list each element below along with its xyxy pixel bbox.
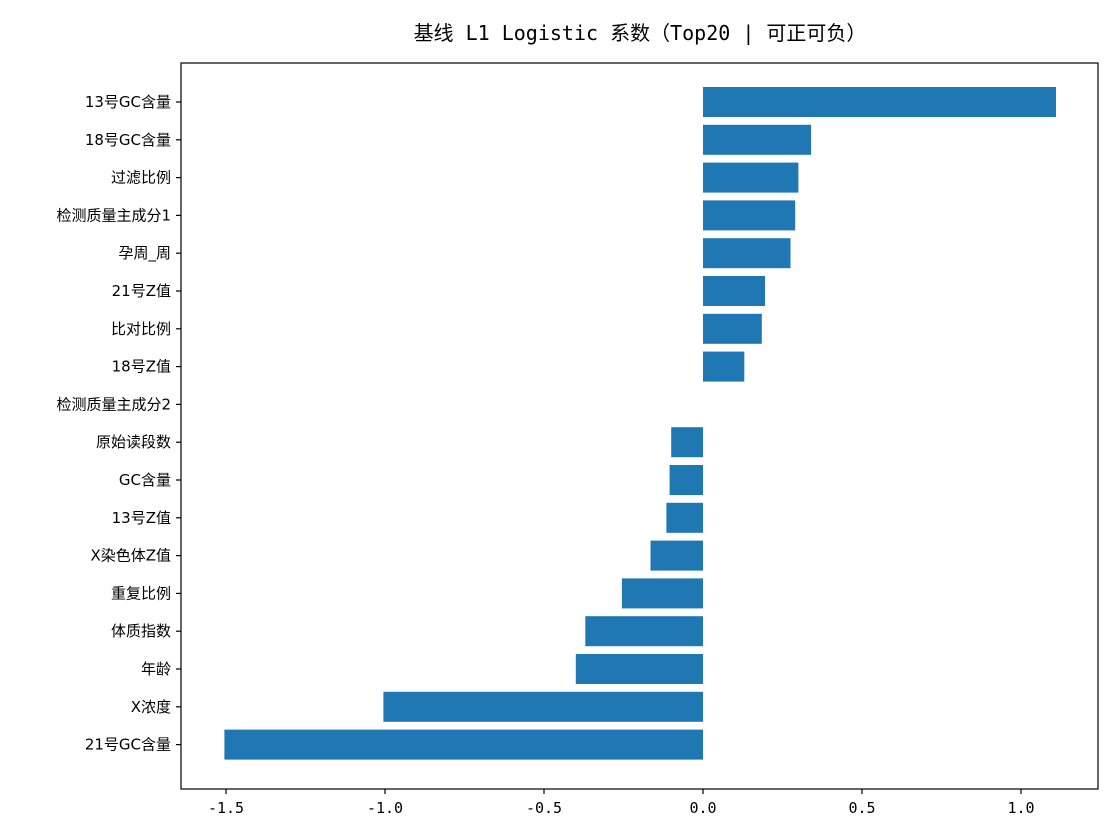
y-tick-label-14: 体质指数	[111, 622, 171, 640]
bar-16	[383, 691, 703, 722]
bar-15	[575, 654, 703, 684]
bar-12	[650, 540, 703, 571]
y-tick-label-6: 比对比例	[111, 320, 171, 338]
bar-9	[671, 427, 703, 458]
bar-7	[703, 351, 745, 382]
y-tick-label-12: X染色体Z值	[90, 547, 171, 565]
y-tick-label-13: 重复比例	[111, 584, 171, 602]
bar-14	[585, 616, 703, 647]
bar-4	[703, 238, 791, 269]
bar-11	[666, 502, 703, 533]
y-tick-label-3: 检测质量主成分1	[56, 206, 171, 224]
y-tick-label-16: X浓度	[131, 698, 171, 716]
y-tick-label-15: 年龄	[141, 660, 171, 678]
y-tick-label-0: 13号GC含量	[85, 93, 171, 111]
x-tick-label-1: -1.0	[367, 799, 403, 817]
x-tick-label-5: 1.0	[1007, 799, 1034, 817]
y-tick-label-8: 检测质量主成分2	[56, 395, 171, 413]
bar-2	[703, 162, 799, 193]
y-tick-label-11: 13号Z值	[112, 509, 171, 527]
x-tick-label-4: 0.5	[848, 799, 875, 817]
y-tick-label-2: 过滤比例	[111, 169, 171, 187]
bar-6	[703, 313, 762, 344]
y-tick-label-17: 21号GC含量	[85, 736, 171, 754]
y-tick-label-7: 18号Z值	[112, 358, 171, 376]
x-axis: -1.5 -1.0 -0.5 0.0 0.5 1.0	[208, 789, 1035, 817]
y-tick-label-10: GC含量	[119, 471, 171, 489]
x-tick-label-0: -1.5	[208, 799, 244, 817]
bar-13	[621, 578, 703, 609]
y-tick-label-1: 18号GC含量	[85, 131, 171, 149]
y-tick-label-5: 21号Z值	[112, 282, 171, 300]
bar-0	[703, 87, 1056, 117]
y-tick-label-9: 原始读段数	[96, 433, 171, 451]
y-tick-label-4: 孕周_周	[118, 244, 171, 263]
bar-10	[669, 465, 703, 495]
x-tick-label-2: -0.5	[526, 799, 562, 817]
bar-5	[703, 276, 765, 306]
bar-1	[703, 124, 812, 155]
bar-3	[703, 200, 796, 231]
bar-17	[224, 729, 703, 760]
plot-area-frame	[180, 62, 1099, 790]
chart-title: 基线 L1 Logistic 系数（Top20 | 可正可负）	[414, 21, 867, 45]
bars-group	[224, 87, 1056, 760]
x-tick-label-3: 0.0	[689, 799, 716, 817]
